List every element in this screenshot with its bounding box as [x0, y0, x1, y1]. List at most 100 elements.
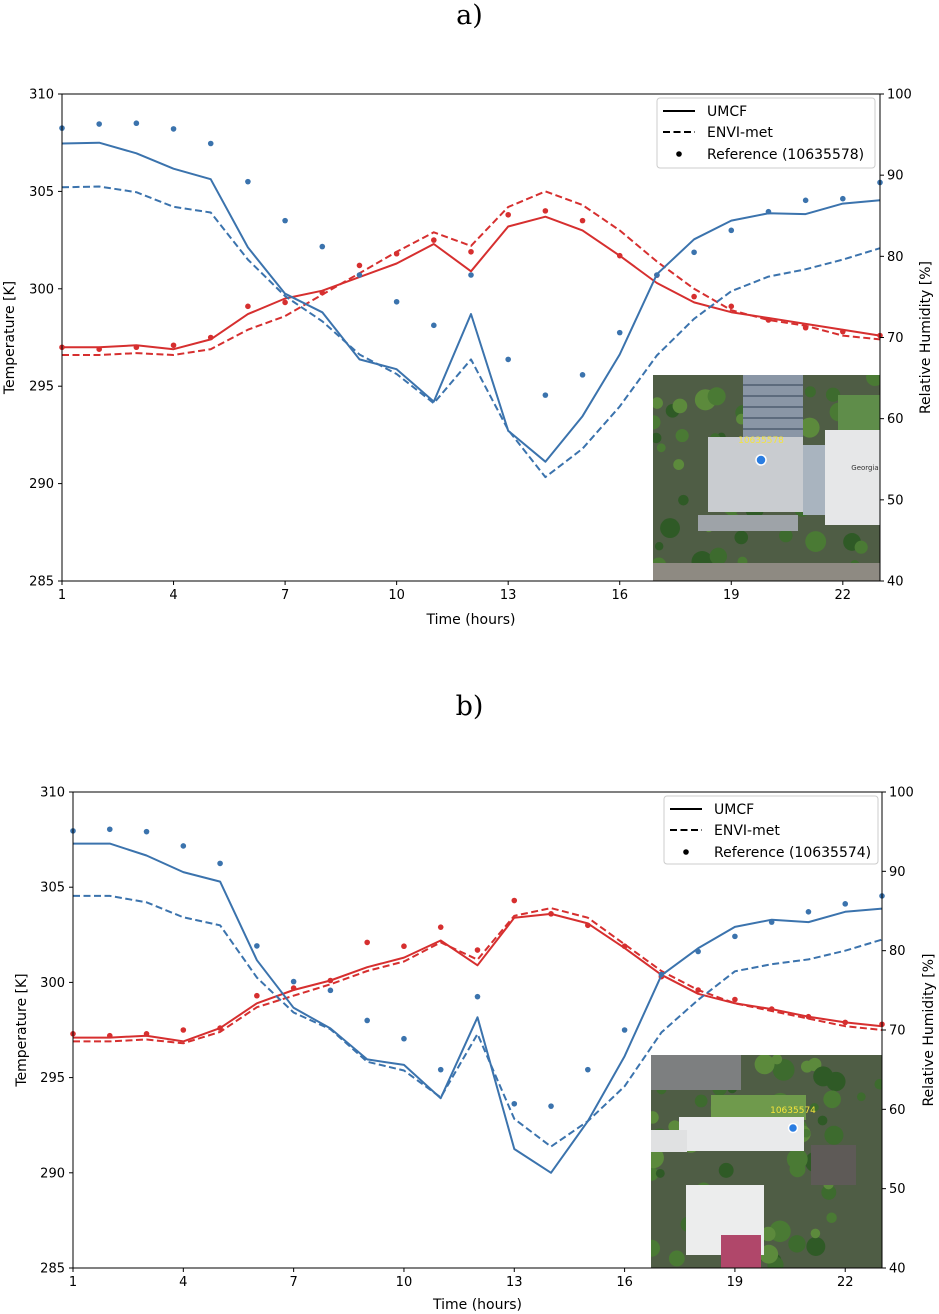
y2-axis-label: Relative Humidity [%]: [918, 261, 934, 414]
temperature-reference-point: [765, 317, 772, 323]
humidity-reference-point: [802, 197, 809, 204]
temperature-reference-point: [245, 303, 251, 310]
legend-entry: UMCF: [707, 104, 747, 120]
temperature-reference-point: [579, 217, 586, 224]
inset-station-label: 10635574: [770, 1106, 816, 1116]
inset-tree: [707, 387, 726, 406]
humidity-reference-point: [621, 1027, 628, 1033]
legend: UMCF ENVI-met Reference (10635578): [656, 97, 876, 169]
y-tick-label: 310: [29, 88, 54, 103]
temperature-reference-point: [254, 992, 260, 999]
inset-tree: [856, 1092, 866, 1102]
inset-tree: [678, 494, 689, 506]
humidity-reference-point: [356, 272, 363, 278]
temperature-reference-point: [805, 1013, 812, 1020]
inset-tree: [668, 1250, 685, 1267]
inset-tree: [866, 375, 880, 387]
panel-b-label: b): [455, 691, 484, 722]
humidity-reference-point: [728, 227, 735, 234]
temperature-reference-point: [621, 943, 628, 950]
humidity-reference-point: [364, 1017, 370, 1024]
temperature-reference-point: [768, 1006, 775, 1012]
y2-tick-label: 80: [889, 944, 906, 959]
humidity-reference-point: [207, 140, 214, 147]
legend-entry: UMCF: [714, 802, 754, 818]
panel-a-label: a): [456, 0, 483, 31]
x-tick-label: 19: [723, 588, 740, 603]
legend-entry: Reference (10635574): [714, 845, 871, 861]
x-tick-label: 1: [58, 588, 66, 603]
x-tick-label: 16: [616, 1275, 633, 1290]
inset-building-east: [825, 430, 880, 525]
x-tick-label: 4: [169, 588, 177, 603]
temperature-umcf-line: [73, 912, 883, 1043]
inset-aerial-photo: 10635574: [651, 1055, 882, 1268]
humidity-reference-point: [654, 272, 660, 278]
temperature-reference-point: [217, 1025, 223, 1031]
legend-point-marker: [683, 849, 689, 855]
inset-location-pin: [755, 454, 767, 466]
inset-tree: [651, 1147, 664, 1169]
inset-tree: [826, 1212, 837, 1223]
humidity-reference-point: [133, 120, 140, 127]
inset-tree: [651, 1111, 659, 1124]
inset-tree: [789, 1161, 806, 1178]
y-tick-label: 285: [29, 575, 54, 590]
humidity-reference-point: [842, 901, 849, 907]
temperature-reference-point: [840, 328, 846, 335]
humidity-reference-point: [106, 826, 113, 833]
humidity-reference-point: [505, 356, 511, 363]
temperature-reference-point: [548, 911, 554, 917]
temperature-reference-point: [616, 252, 623, 259]
inset-tree: [821, 1184, 837, 1200]
x-tick-label: 1: [69, 1275, 77, 1290]
temperature-reference-point: [732, 996, 738, 1003]
temperature-reference-point: [282, 299, 288, 306]
y-tick-label: 300: [40, 976, 65, 991]
inset-lawn: [711, 1095, 806, 1120]
inset-tree: [653, 432, 662, 444]
inset-tree: [655, 1168, 665, 1178]
temperature-reference-point: [401, 943, 407, 950]
temperature-reference-point: [143, 1031, 150, 1037]
y2-tick-label: 60: [887, 412, 904, 427]
inset-tree: [799, 417, 820, 438]
temperature-reference-point: [468, 248, 474, 255]
inset-location-pin: [787, 1122, 799, 1134]
temperature-reference-point: [207, 334, 214, 341]
inset-tree: [806, 1237, 826, 1256]
inset-tree: [772, 1058, 795, 1081]
humidity-reference-point: [180, 843, 187, 849]
inset-tree: [874, 1078, 882, 1090]
humidity-envimet-line: [61, 185, 881, 479]
inset-flowers: [721, 1235, 761, 1268]
temperature-reference-point: [290, 985, 297, 991]
humidity-reference-point: [327, 987, 334, 994]
temperature-reference-point: [695, 987, 701, 993]
y-tick-label: 310: [40, 786, 65, 801]
inset-tree: [654, 541, 664, 551]
temperature-reference-point: [437, 924, 444, 930]
humidity-reference-point: [616, 329, 623, 336]
temperature-reference-point: [96, 346, 102, 352]
humidity-reference-point: [431, 322, 437, 329]
inset-tree: [672, 398, 688, 414]
humidity-reference-point: [548, 1103, 554, 1109]
y2-tick-label: 40: [887, 575, 904, 590]
x-tick-label: 22: [837, 1275, 854, 1290]
humidity-reference-point: [805, 908, 812, 915]
y-tick-label: 285: [40, 1262, 65, 1277]
y-tick-label: 305: [29, 185, 54, 200]
chart-panel-b: 10635574 1 4 7 10 13 16 19 22 285 290 295 300 305 310 4…: [14, 786, 937, 1314]
humidity-reference-point: [695, 948, 701, 955]
humidity-envimet-line: [73, 894, 883, 1148]
inset-lawn: [838, 395, 880, 430]
humidity-reference-point: [290, 978, 297, 985]
temperature-reference-point: [585, 922, 591, 929]
humidity-reference-point: [96, 121, 102, 127]
inset-tree: [653, 397, 663, 409]
temperature-envimet-line: [73, 907, 883, 1045]
humidity-reference-point: [393, 298, 400, 305]
humidity-reference-point: [319, 243, 326, 250]
inset-tree: [804, 386, 816, 398]
